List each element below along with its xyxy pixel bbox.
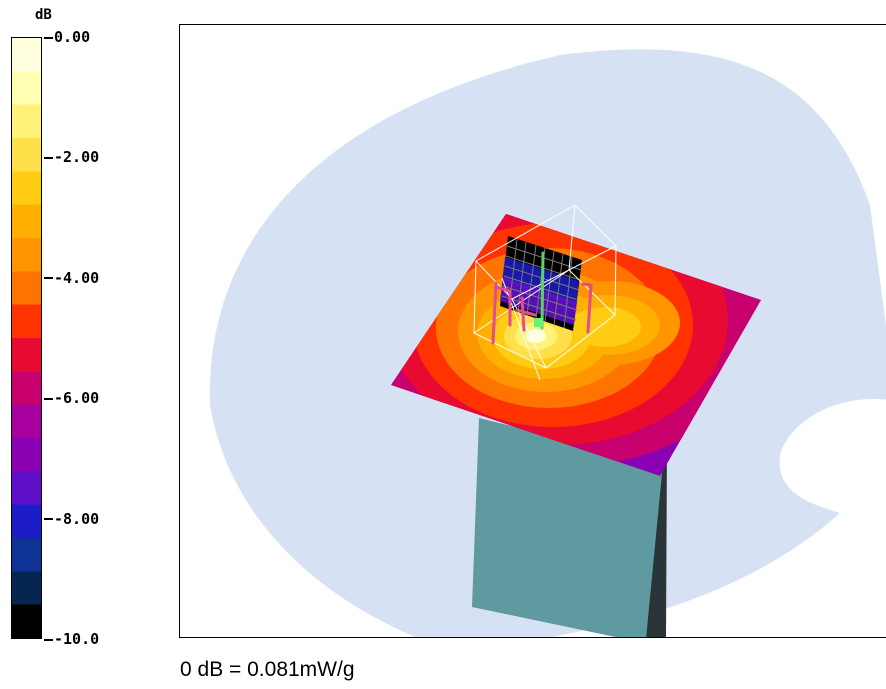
colorbar-tick-label: -2.00	[44, 150, 99, 165]
phone-front	[472, 418, 663, 637]
antenna-probe	[491, 251, 593, 345]
colorbar-tick-label: -8.00	[44, 511, 99, 527]
colorbar-tick-label: 0.00	[44, 30, 90, 45]
reference-note: 0 dB = 0.081mW/g	[180, 658, 355, 681]
colorbar-tick-label: -10.0	[44, 632, 99, 647]
colorbar-tick-label: -6.00	[44, 391, 99, 406]
colorbar-unit-label: dB	[35, 7, 52, 23]
zoom-scan-grid	[500, 236, 582, 331]
colorbar-scale	[11, 37, 42, 639]
sar-plot-view	[179, 24, 886, 638]
colorbar-tick-label: -4.00	[44, 270, 99, 286]
